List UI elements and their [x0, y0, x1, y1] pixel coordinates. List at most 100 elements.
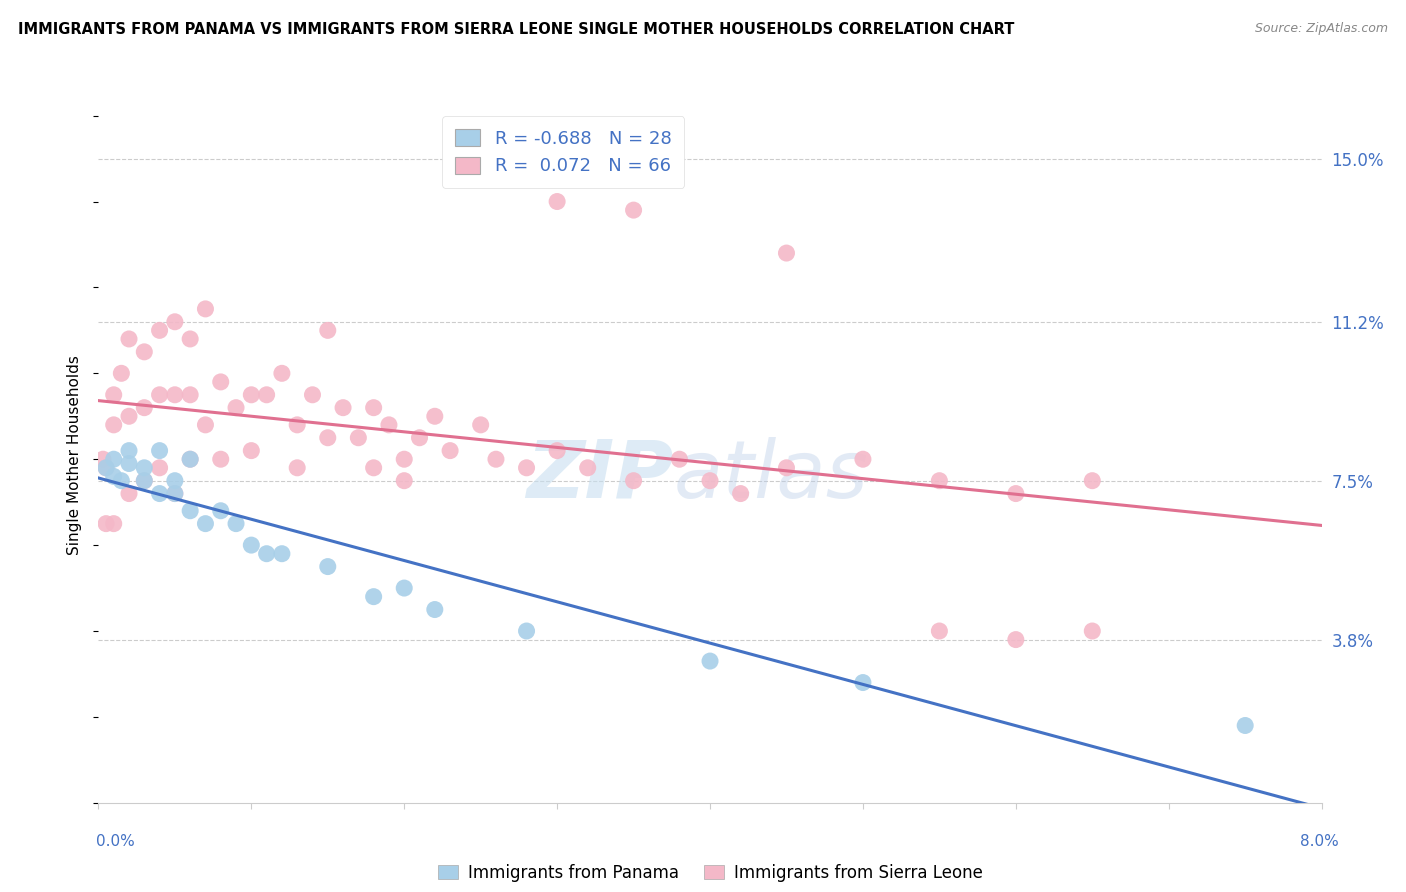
Point — [118, 332, 141, 346]
Point — [1081, 474, 1104, 488]
Point — [928, 474, 950, 488]
Point — [163, 474, 186, 488]
Point — [270, 547, 294, 561]
Point — [392, 581, 416, 595]
Point — [775, 460, 797, 475]
Point — [163, 486, 186, 500]
Point — [179, 452, 201, 467]
Point — [1234, 718, 1257, 732]
Point — [103, 417, 125, 432]
Point — [363, 460, 385, 475]
Point — [118, 409, 141, 424]
Point — [546, 194, 568, 209]
Point — [485, 452, 508, 467]
Point — [149, 323, 172, 337]
Text: 0.0%: 0.0% — [96, 834, 135, 849]
Point — [668, 452, 690, 467]
Point — [1004, 486, 1026, 500]
Point — [285, 460, 308, 475]
Point — [301, 388, 323, 402]
Point — [546, 443, 568, 458]
Point — [149, 443, 172, 458]
Point — [439, 443, 461, 458]
Point — [240, 443, 263, 458]
Point — [423, 409, 446, 424]
Point — [256, 547, 278, 561]
Point — [928, 624, 950, 638]
Point — [103, 452, 125, 467]
Point — [316, 323, 339, 337]
Text: Source: ZipAtlas.com: Source: ZipAtlas.com — [1254, 22, 1388, 36]
Point — [408, 431, 430, 445]
Point — [225, 516, 247, 531]
Point — [423, 602, 446, 616]
Point — [209, 375, 232, 389]
Point — [194, 516, 217, 531]
Y-axis label: Single Mother Households: Single Mother Households — [67, 355, 83, 555]
Point — [134, 474, 156, 488]
Point — [240, 388, 263, 402]
Text: ZIP: ZIP — [526, 437, 673, 515]
Point — [118, 486, 141, 500]
Point — [775, 246, 797, 260]
Point — [1081, 624, 1104, 638]
Point — [163, 315, 186, 329]
Point — [730, 486, 752, 500]
Point — [163, 388, 186, 402]
Point — [332, 401, 354, 415]
Point — [179, 332, 201, 346]
Point — [240, 538, 263, 552]
Point — [118, 457, 141, 471]
Point — [225, 401, 247, 415]
Point — [516, 624, 538, 638]
Point — [516, 460, 538, 475]
Point — [392, 474, 416, 488]
Point — [363, 590, 385, 604]
Point — [149, 460, 172, 475]
Point — [94, 460, 117, 475]
Point — [94, 460, 117, 475]
Point — [194, 301, 217, 316]
Point — [103, 516, 125, 531]
Point — [623, 203, 645, 218]
Point — [134, 474, 156, 488]
Point — [470, 417, 492, 432]
Point — [576, 460, 599, 475]
Point — [103, 388, 125, 402]
Point — [699, 474, 721, 488]
Point — [149, 388, 172, 402]
Point — [194, 417, 217, 432]
Point — [134, 460, 156, 475]
Point — [110, 474, 132, 488]
Text: IMMIGRANTS FROM PANAMA VS IMMIGRANTS FROM SIERRA LEONE SINGLE MOTHER HOUSEHOLDS : IMMIGRANTS FROM PANAMA VS IMMIGRANTS FRO… — [18, 22, 1015, 37]
Point — [623, 474, 645, 488]
Point — [392, 452, 416, 467]
Point — [149, 486, 172, 500]
Point — [94, 516, 117, 531]
Legend: Immigrants from Panama, Immigrants from Sierra Leone: Immigrants from Panama, Immigrants from … — [430, 857, 990, 888]
Point — [347, 431, 370, 445]
Point — [270, 367, 294, 381]
Point — [1004, 632, 1026, 647]
Point — [179, 452, 201, 467]
Point — [209, 504, 232, 518]
Point — [285, 417, 308, 432]
Point — [91, 452, 114, 467]
Point — [103, 469, 125, 483]
Point — [363, 401, 385, 415]
Point — [110, 367, 132, 381]
Point — [256, 388, 278, 402]
Point — [134, 344, 156, 359]
Point — [134, 401, 156, 415]
Point — [378, 417, 401, 432]
Point — [699, 654, 721, 668]
Point — [852, 675, 875, 690]
Point — [316, 559, 339, 574]
Text: 8.0%: 8.0% — [1299, 834, 1339, 849]
Point — [179, 388, 201, 402]
Point — [209, 452, 232, 467]
Point — [852, 452, 875, 467]
Point — [179, 504, 201, 518]
Point — [118, 443, 141, 458]
Text: atlas: atlas — [673, 437, 868, 515]
